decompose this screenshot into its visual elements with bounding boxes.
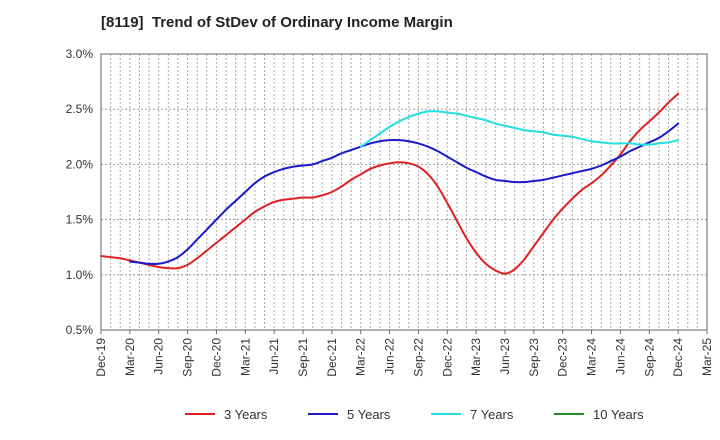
- x-tick-label: Sep-23: [527, 338, 541, 377]
- x-tick-label: Sep-22: [411, 338, 425, 377]
- x-tick-label: Sep-21: [296, 338, 310, 377]
- legend-label-5-years: 5 Years: [347, 407, 391, 422]
- x-tick-label: Dec-19: [94, 338, 108, 377]
- x-tick-label: Jun-24: [613, 338, 627, 375]
- x-tick-label: Dec-22: [440, 338, 454, 377]
- x-tick-label: Sep-20: [181, 338, 195, 377]
- legend-label-10-years: 10 Years: [593, 407, 644, 422]
- legend: 3 Years 5 Years 7 Years 10 Years: [185, 407, 644, 422]
- series-line-7-years: [359, 110, 680, 148]
- series-lines: [100, 92, 680, 275]
- x-tick-label: Mar-22: [354, 338, 368, 376]
- x-tick-label: Mar-23: [469, 338, 483, 376]
- series-line-5-years: [128, 122, 680, 265]
- y-tick-label: 0.5%: [66, 323, 94, 337]
- y-tick-label: 3.0%: [66, 47, 94, 61]
- chart-title: [8119] Trend of StDev of Ordinary Income…: [101, 14, 453, 31]
- gridlines: [101, 54, 707, 330]
- x-tick-label: Sep-24: [642, 338, 656, 377]
- legend-label-7-years: 7 Years: [470, 407, 514, 422]
- x-tick-label: Jun-20: [152, 338, 166, 375]
- x-tick-label: Mar-21: [238, 338, 252, 376]
- x-tick-label: Jun-22: [383, 338, 397, 375]
- plot-border: [100, 53, 708, 331]
- y-tick-label: 1.0%: [66, 268, 94, 282]
- y-axis-ticks: 0.5% 1.0% 1.5% 2.0% 2.5% 3.0%: [66, 47, 94, 337]
- y-tick-label: 1.5%: [66, 213, 94, 227]
- y-tick-label: 2.5%: [66, 102, 94, 116]
- y-tick-label: 2.0%: [66, 157, 94, 171]
- x-tick-label: Mar-25: [700, 338, 714, 376]
- x-tick-label: Jun-21: [267, 338, 281, 375]
- plot-frame: [100, 53, 708, 331]
- x-tick-label: Mar-20: [123, 338, 137, 376]
- x-tick-label: Dec-21: [325, 338, 339, 377]
- x-tick-label: Dec-20: [209, 338, 223, 377]
- x-tick-label: Dec-23: [556, 338, 570, 377]
- x-tick-label: Jun-23: [498, 338, 512, 375]
- x-tick-label: Dec-24: [671, 338, 685, 377]
- legend-label-3-years: 3 Years: [224, 407, 268, 422]
- series-line-3-years: [100, 92, 680, 275]
- x-tick-label: Mar-24: [585, 338, 599, 376]
- x-axis-ticks: Dec-19 Mar-20 Jun-20 Sep-20 Dec-20 Mar-21 Jun-…: [94, 330, 714, 377]
